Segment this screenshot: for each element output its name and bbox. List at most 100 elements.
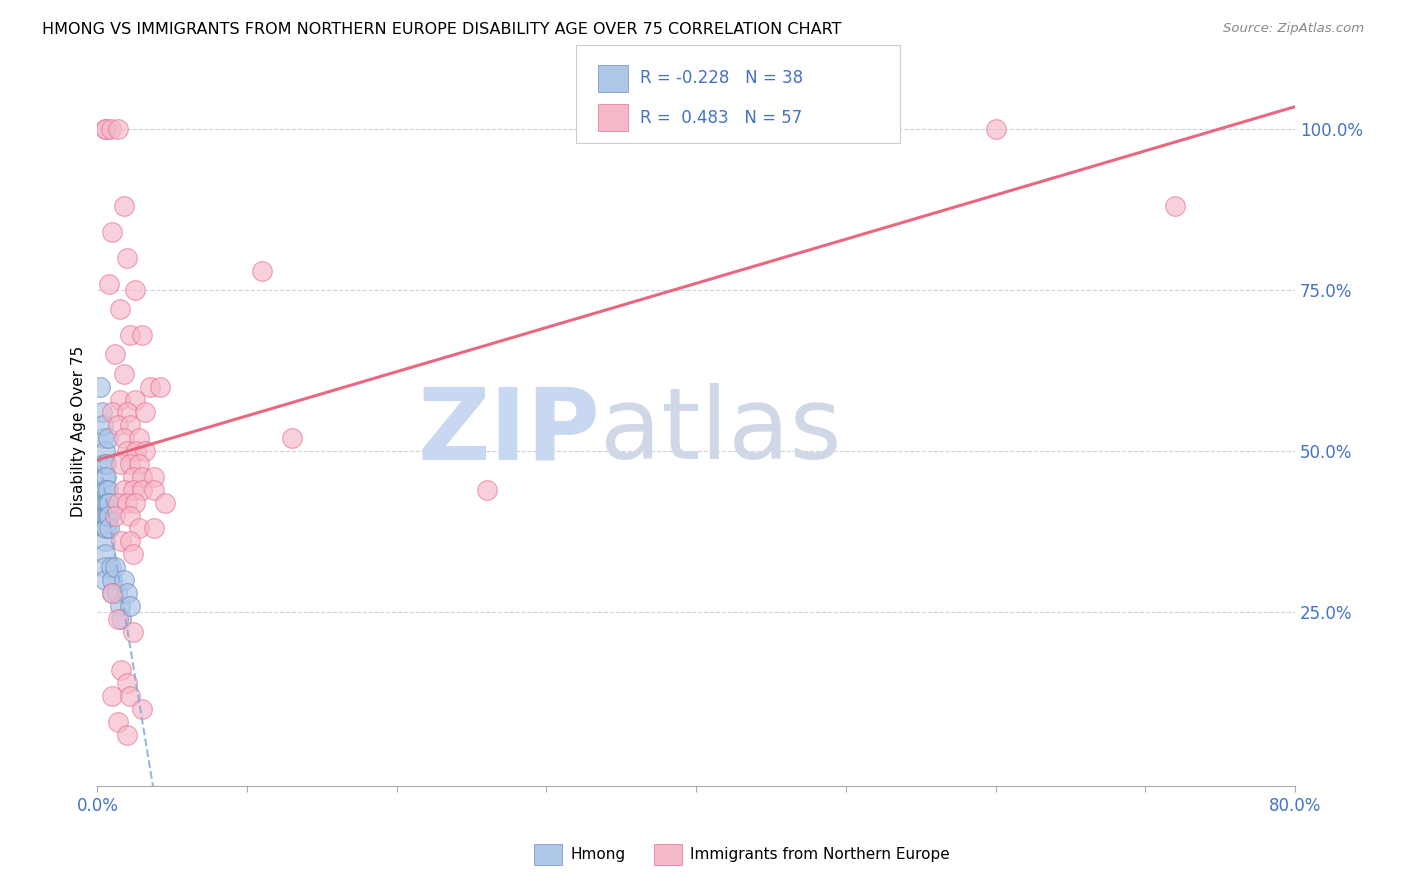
- Point: [96, 457, 118, 471]
- Point: [117, 405, 139, 419]
- Point: [94, 122, 117, 136]
- Point: [122, 483, 145, 497]
- Point: [120, 534, 142, 549]
- Point: [131, 328, 153, 343]
- Point: [117, 496, 139, 510]
- Point: [117, 728, 139, 742]
- Point: [96, 483, 118, 497]
- Point: [97, 483, 120, 497]
- Y-axis label: Disability Age Over 75: Disability Age Over 75: [72, 346, 86, 517]
- Point: [94, 547, 117, 561]
- Point: [108, 599, 131, 613]
- Point: [107, 122, 129, 136]
- Point: [96, 496, 118, 510]
- Text: R = -0.228   N = 38: R = -0.228 N = 38: [640, 70, 803, 87]
- Point: [101, 573, 124, 587]
- Point: [281, 431, 304, 445]
- Text: Source: ZipAtlas.com: Source: ZipAtlas.com: [1223, 22, 1364, 36]
- Point: [94, 496, 117, 510]
- Point: [984, 122, 1007, 136]
- Point: [122, 624, 145, 639]
- Point: [120, 599, 142, 613]
- Point: [104, 347, 127, 361]
- Point: [91, 431, 114, 445]
- Point: [250, 264, 273, 278]
- Point: [120, 328, 142, 343]
- Point: [96, 508, 118, 523]
- Point: [128, 457, 150, 471]
- Point: [117, 676, 139, 690]
- Point: [94, 457, 117, 471]
- Point: [117, 251, 139, 265]
- Point: [112, 431, 135, 445]
- Point: [143, 521, 166, 535]
- Point: [112, 483, 135, 497]
- Point: [143, 483, 166, 497]
- Point: [107, 496, 129, 510]
- Point: [101, 689, 124, 703]
- Point: [90, 405, 112, 419]
- Point: [104, 560, 127, 574]
- Text: Hmong: Hmong: [571, 847, 626, 862]
- Point: [105, 586, 128, 600]
- Point: [101, 586, 124, 600]
- Point: [101, 586, 124, 600]
- Point: [122, 547, 145, 561]
- Point: [110, 663, 132, 677]
- Point: [112, 199, 135, 213]
- Point: [139, 380, 162, 394]
- Point: [108, 392, 131, 407]
- Point: [124, 496, 146, 510]
- Point: [128, 431, 150, 445]
- Text: HMONG VS IMMIGRANTS FROM NORTHERN EUROPE DISABILITY AGE OVER 75 CORRELATION CHAR: HMONG VS IMMIGRANTS FROM NORTHERN EUROPE…: [42, 22, 842, 37]
- Point: [94, 560, 117, 574]
- Point: [1164, 199, 1187, 213]
- Point: [94, 534, 117, 549]
- Point: [94, 444, 117, 458]
- Point: [110, 534, 132, 549]
- Point: [153, 496, 176, 510]
- Point: [112, 367, 135, 381]
- Point: [120, 457, 142, 471]
- Point: [117, 586, 139, 600]
- Point: [117, 444, 139, 458]
- Point: [120, 508, 142, 523]
- Text: atlas: atlas: [600, 384, 842, 480]
- Point: [94, 521, 117, 535]
- Point: [101, 225, 124, 239]
- Text: ZIP: ZIP: [418, 384, 600, 480]
- Point: [97, 431, 120, 445]
- Point: [94, 483, 117, 497]
- Point: [128, 521, 150, 535]
- Point: [131, 483, 153, 497]
- Point: [100, 560, 122, 574]
- Point: [475, 483, 498, 497]
- Point: [98, 277, 121, 291]
- Point: [143, 470, 166, 484]
- Point: [97, 508, 120, 523]
- Point: [96, 521, 118, 535]
- Point: [122, 470, 145, 484]
- Point: [101, 405, 124, 419]
- Point: [112, 573, 135, 587]
- Point: [110, 457, 132, 471]
- Point: [107, 714, 129, 729]
- Point: [107, 418, 129, 433]
- Point: [107, 612, 129, 626]
- Point: [120, 418, 142, 433]
- Point: [96, 470, 118, 484]
- Point: [104, 508, 127, 523]
- Point: [94, 508, 117, 523]
- Point: [94, 470, 117, 484]
- Point: [91, 418, 114, 433]
- Point: [97, 496, 120, 510]
- Point: [98, 508, 121, 523]
- Point: [94, 573, 117, 587]
- Text: Immigrants from Northern Europe: Immigrants from Northern Europe: [690, 847, 950, 862]
- Point: [124, 283, 146, 297]
- Point: [131, 470, 153, 484]
- Point: [134, 444, 156, 458]
- Point: [96, 122, 118, 136]
- Point: [131, 702, 153, 716]
- Point: [120, 689, 142, 703]
